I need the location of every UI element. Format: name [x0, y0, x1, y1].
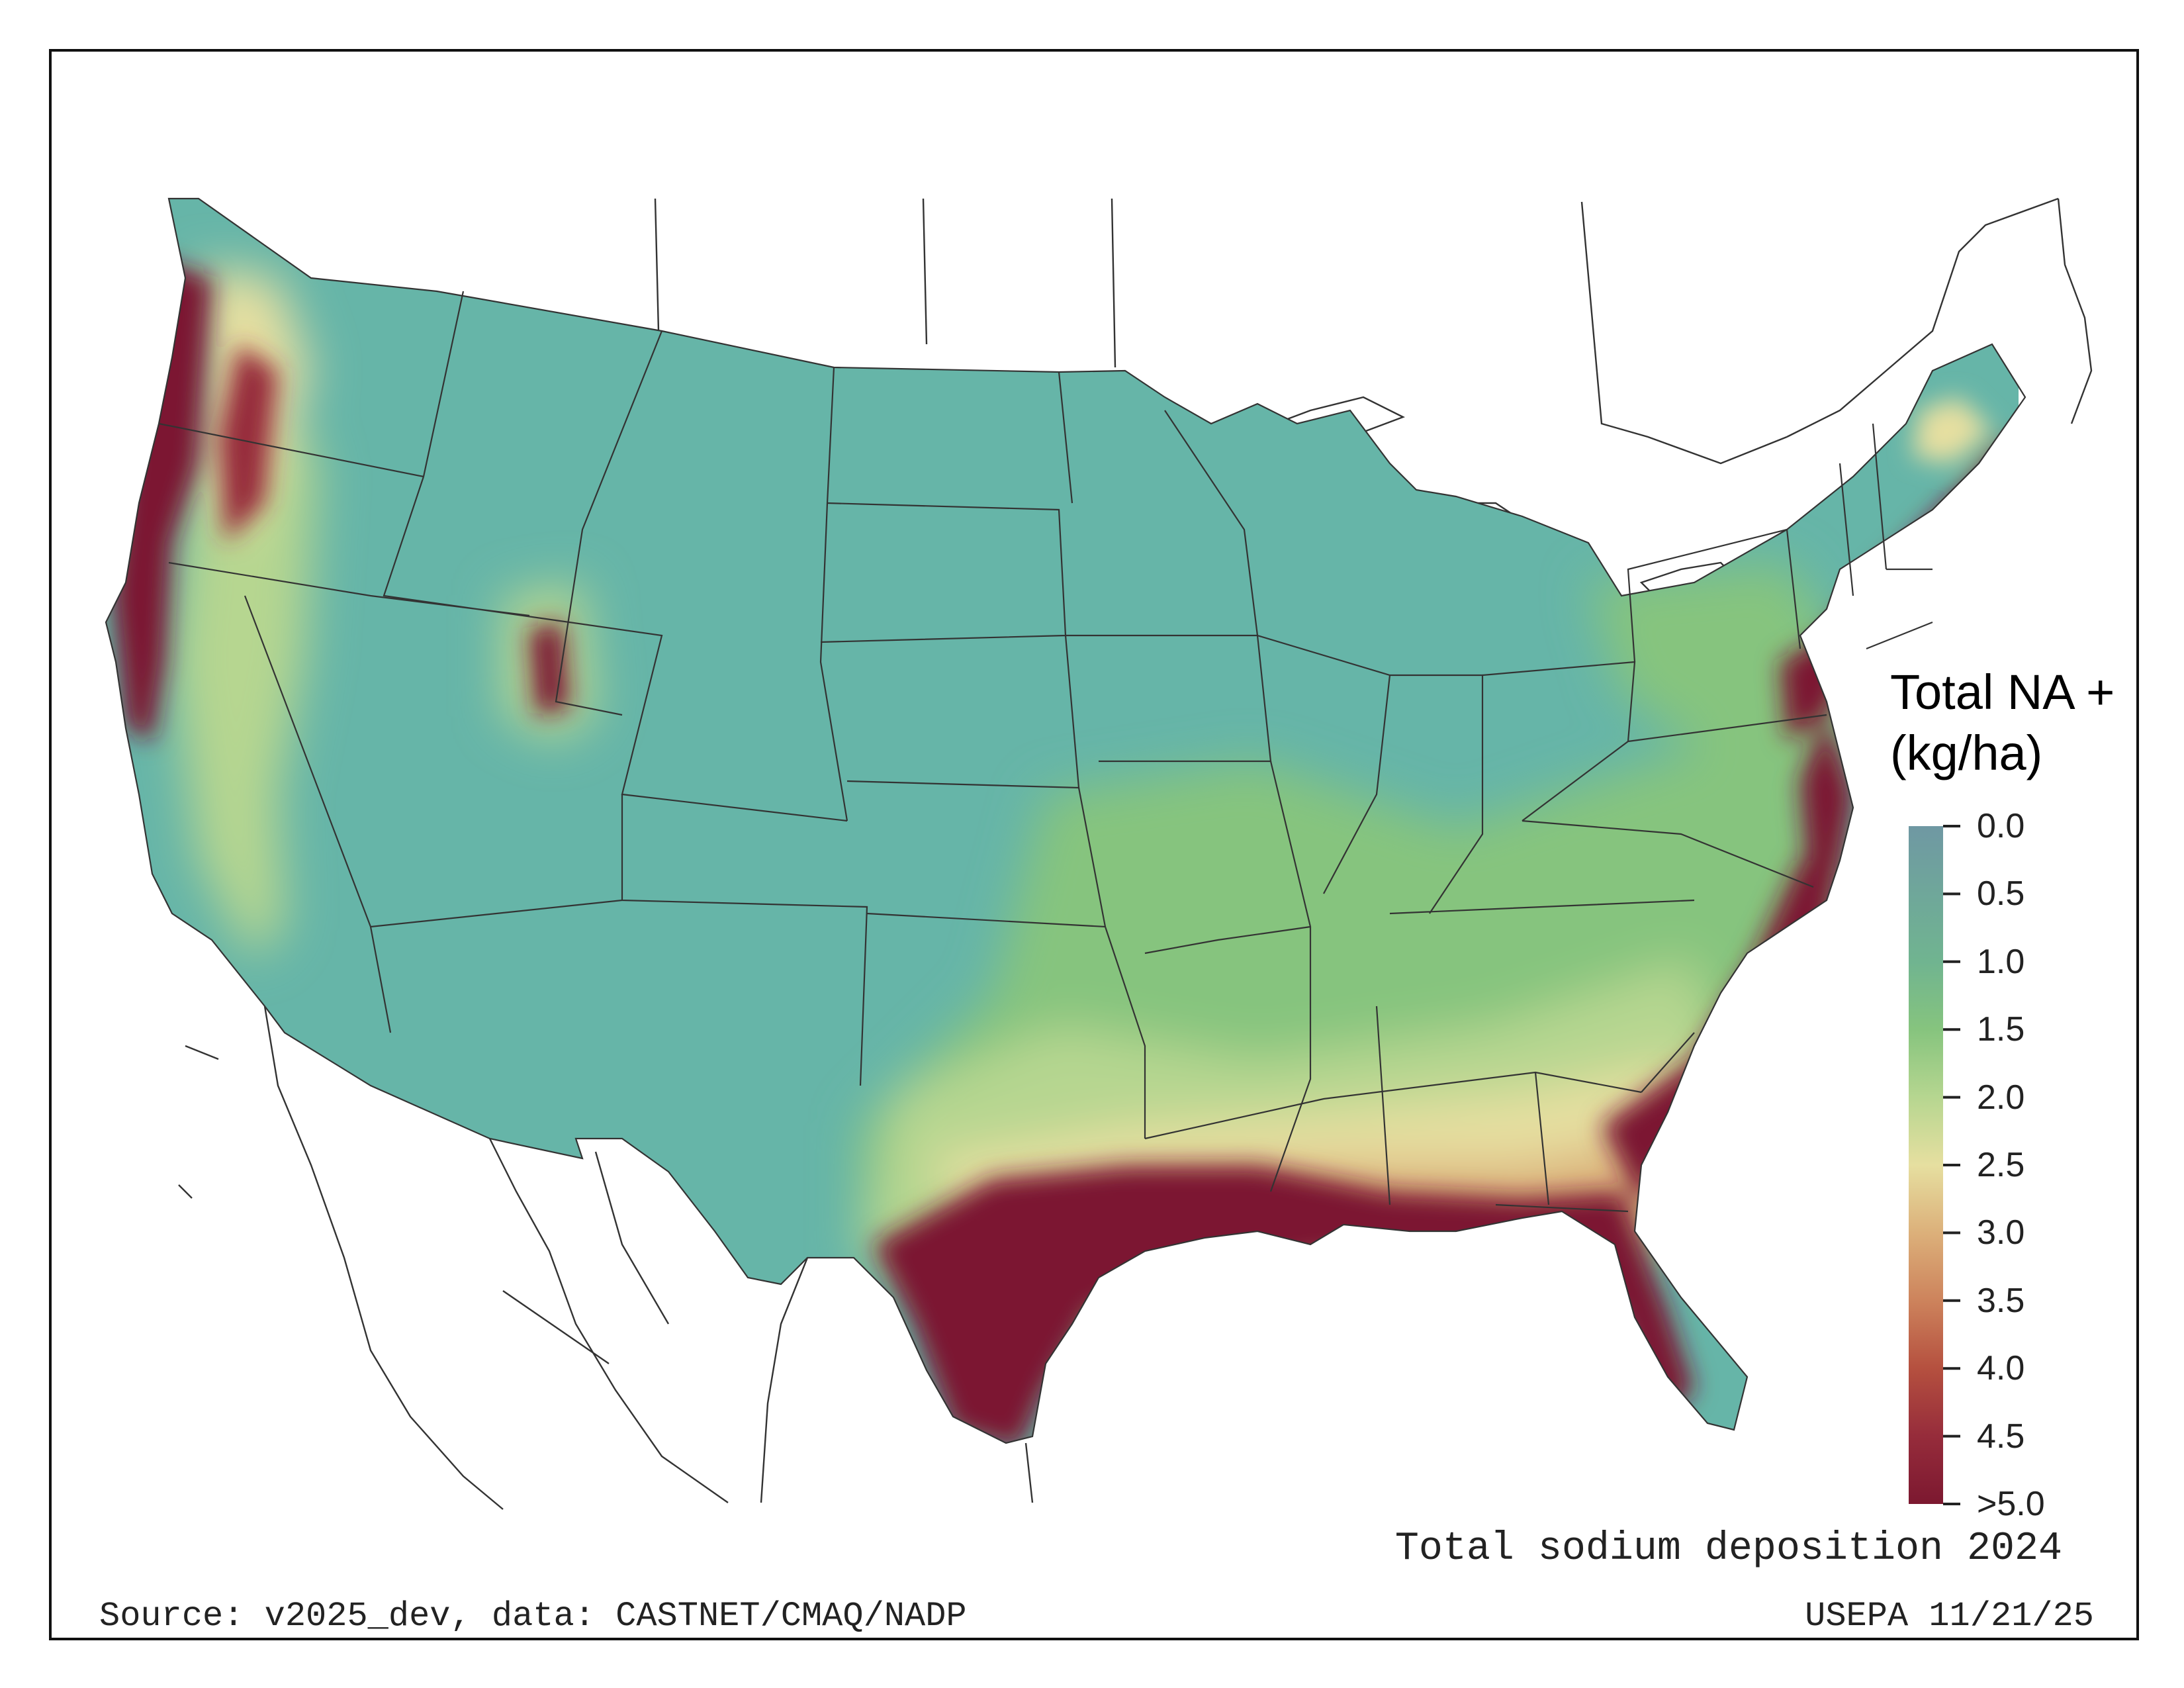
agency-date-caption: USEPA 11/21/25 — [1805, 1597, 2094, 1636]
colorbar-tick-label: 1.5 — [1977, 1010, 2025, 1049]
deposition-field — [106, 199, 2019, 1443]
colorbar-tick-label: 4.5 — [1977, 1417, 2025, 1456]
map-title: Total sodium deposition 2024 — [1394, 1526, 2062, 1571]
legend-title-line2: (kg/ha) — [1890, 726, 2043, 780]
colorbar-tick-label: 0.5 — [1977, 874, 2025, 914]
neighbor-country-borders — [178, 197, 2093, 1510]
legend-title: Total NA + (kg/ha) — [1890, 662, 2115, 784]
colorbar-tick-label: 3.0 — [1977, 1213, 2025, 1252]
colorbar-tick-label: 4.0 — [1977, 1349, 2025, 1388]
colorbar-gradient — [1909, 826, 1943, 1504]
colorbar-tick-label: >5.0 — [1977, 1485, 2045, 1523]
colorbar-tick-label: 1.0 — [1977, 942, 2025, 981]
legend-colorbar — [1909, 825, 1960, 1505]
state-boundaries — [105, 197, 2026, 1444]
colorbar-tick-label: 2.5 — [1977, 1146, 2025, 1184]
colorbar-tick-label: 3.5 — [1977, 1281, 2025, 1320]
colorbar-tick-label: 2.0 — [1977, 1078, 2025, 1117]
source-caption: Source: v2025_dev, data: CASTNET/CMAQ/NA… — [99, 1597, 967, 1636]
legend-title-line1: Total NA + — [1890, 665, 2115, 720]
colorbar-tick-label: 0.0 — [1977, 807, 2025, 845]
